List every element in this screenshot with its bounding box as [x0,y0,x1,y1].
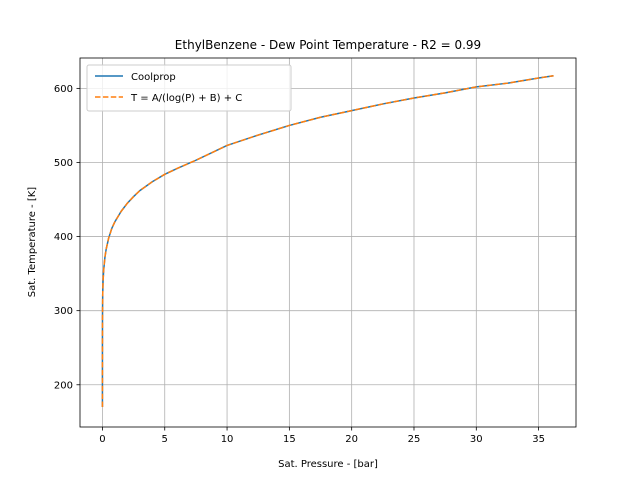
series-lines [101,75,554,407]
grid-lines [80,58,576,427]
chart-title: EthylBenzene - Dew Point Temperature - R… [175,38,481,52]
y-axis-ticks: 200 300 400 500 600 [54,84,80,391]
series-line-1 [101,75,554,407]
y-axis-label: Sat. Temperature - [K] [27,187,38,298]
y-tick-label: 600 [54,84,73,95]
y-tick-label: 500 [54,158,73,169]
x-axis-label: Sat. Pressure - [bar] [278,459,378,470]
x-axis-ticks: 0 5 10 15 20 25 30 35 [99,427,545,445]
x-tick-label: 10 [221,434,234,445]
y-tick-label: 200 [54,380,73,391]
y-tick-label: 400 [54,232,73,243]
x-tick-label: 5 [162,434,168,445]
plot-frame [79,57,577,428]
legend-label-coolprop: Coolprop [131,72,176,83]
y-tick-label: 300 [54,306,73,317]
x-tick-label: 35 [532,434,545,445]
x-tick-label: 20 [345,434,358,445]
x-tick-label: 15 [283,434,296,445]
legend: Coolprop T = A/(log(P) + B) + C [86,64,292,112]
legend-box [86,64,292,112]
x-tick-label: 0 [99,434,105,445]
x-tick-label: 30 [470,434,483,445]
legend-label-fit: T = A/(log(P) + B) + C [130,93,242,104]
x-tick-label: 25 [408,434,421,445]
